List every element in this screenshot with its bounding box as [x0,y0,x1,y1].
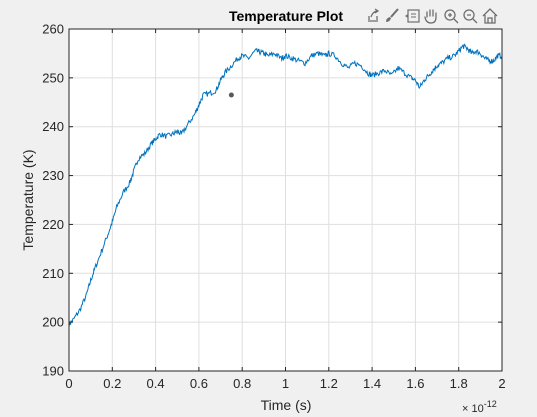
pan-icon[interactable] [422,7,440,25]
zoom-out-icon[interactable] [461,7,479,25]
x-tick-label: 0.6 [190,376,208,391]
x-tick-label: 2 [498,376,505,391]
y-tick-label: 220 [42,217,64,232]
x-tick-label: 0 [65,376,72,391]
y-tick-label: 200 [42,315,64,330]
export-icon[interactable] [364,7,382,25]
data-point-marker[interactable] [229,92,234,97]
x-axis-label: Time (s) [261,397,312,413]
x-tick-label: 0.2 [103,376,121,391]
x-exponent-power: -12 [484,399,497,409]
y-tick-label: 230 [42,168,64,183]
zoom-in-icon[interactable] [442,7,460,25]
home-icon[interactable] [481,7,499,25]
axes-toolbar [364,7,499,25]
x-tick-label: 0.8 [233,376,251,391]
x-exponent-base: × 10 [462,403,484,415]
y-axis-label: Temperature (K) [20,149,36,250]
x-tick-label: 0.4 [147,376,165,391]
y-tick-label: 190 [42,364,64,379]
x-tick-label: 1 [282,376,289,391]
x-tick-label: 1.8 [450,376,468,391]
x-tick-label: 1.4 [363,376,381,391]
y-tick-label: 250 [42,70,64,85]
y-tick-label: 210 [42,266,64,281]
datatip-icon[interactable] [403,7,421,25]
y-tick-label: 260 [42,22,64,37]
chart-title: Temperature Plot [229,8,343,24]
x-tick-label: 1.2 [320,376,338,391]
x-tick-label: 1.6 [406,376,424,391]
brush-icon[interactable] [383,7,401,25]
y-tick-label: 240 [42,119,64,134]
